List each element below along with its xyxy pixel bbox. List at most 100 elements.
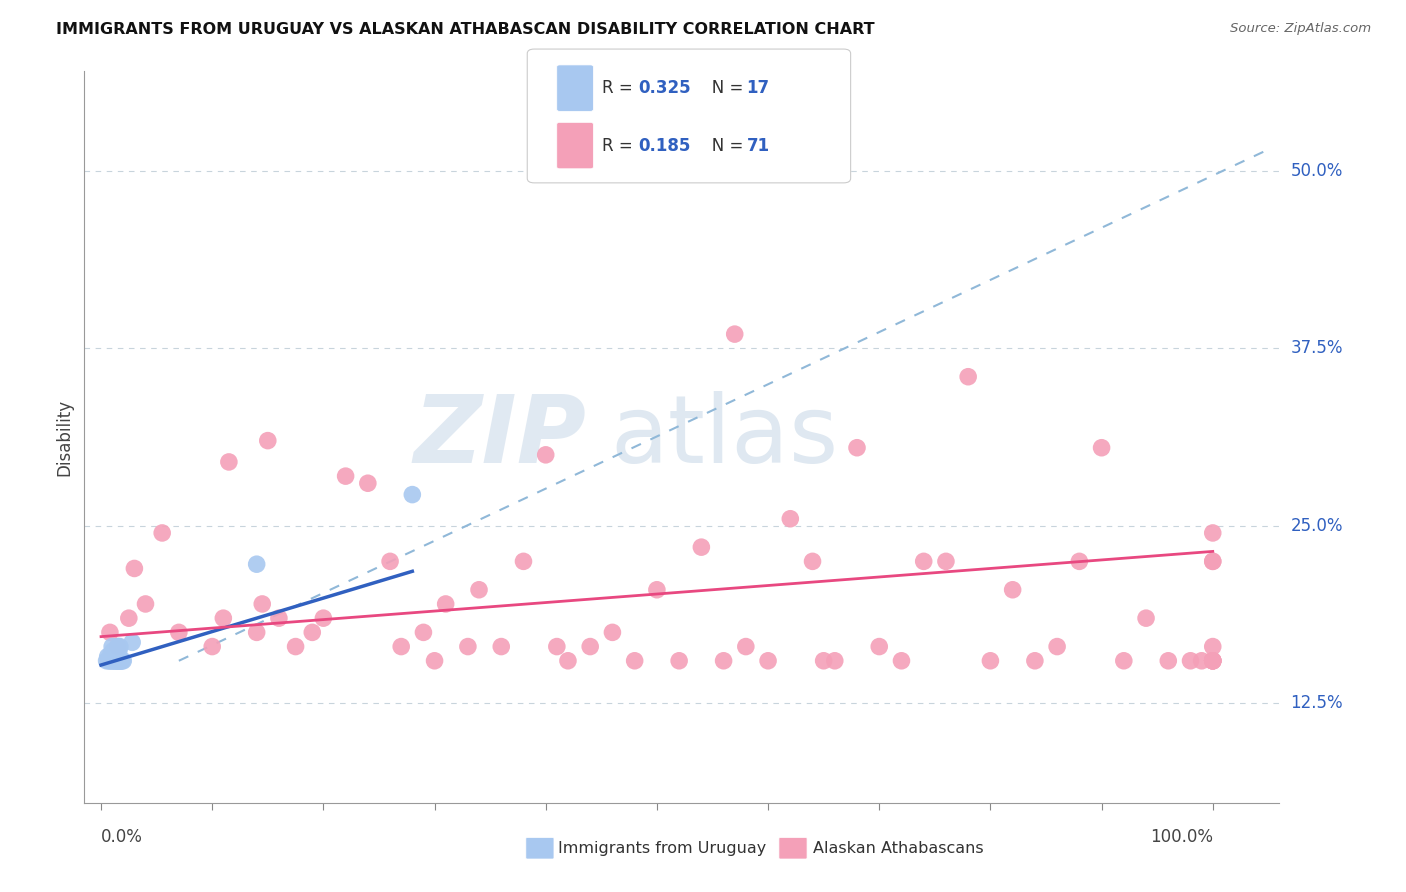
Point [108,654,131,668]
Point [534,448,557,462]
Point [1112,654,1135,668]
Point [512,554,534,568]
Point [98,625,121,640]
Text: Source: ZipAtlas.com: Source: ZipAtlas.com [1230,22,1371,36]
Point [979,654,1001,668]
Point [107,654,129,668]
Point [434,597,457,611]
Text: N =: N = [696,79,748,97]
Point [111,654,134,668]
Text: atlas: atlas [610,391,838,483]
Text: Immigrants from Uruguay: Immigrants from Uruguay [558,841,766,855]
Point [267,611,290,625]
Point [813,654,835,668]
Point [1069,554,1091,568]
Point [101,640,124,654]
Point [1202,554,1225,568]
Y-axis label: Disability: Disability [55,399,73,475]
Point [1157,654,1180,668]
Point [868,640,890,654]
Text: 0.325: 0.325 [638,79,690,97]
Text: 37.5%: 37.5% [1291,339,1343,358]
Point [101,654,124,668]
Point [602,625,624,640]
Point [412,625,434,640]
Point [134,597,156,611]
Text: N =: N = [696,136,748,154]
Point [1202,525,1225,540]
Point [246,625,269,640]
Point [212,611,235,625]
Point [1046,640,1069,654]
Point [1191,654,1213,668]
Point [645,582,668,597]
Point [1001,582,1024,597]
Text: IMMIGRANTS FROM URUGUAY VS ALASKAN ATHABASCAN DISABILITY CORRELATION CHART: IMMIGRANTS FROM URUGUAY VS ALASKAN ATHAB… [56,22,875,37]
Point [107,654,129,668]
Point [110,654,132,668]
Point [401,487,423,501]
Point [335,469,357,483]
Point [103,649,125,664]
Point [623,654,645,668]
Text: R =: R = [602,136,638,154]
Point [108,640,131,654]
Point [256,434,278,448]
Point [124,561,146,575]
Text: 0.185: 0.185 [638,136,690,154]
Point [150,525,173,540]
Text: 100.0%: 100.0% [1150,829,1213,847]
Point [690,540,713,554]
Point [97,649,120,664]
Point [100,647,122,661]
Point [103,654,125,668]
Point [96,654,118,668]
Point [1202,640,1225,654]
Text: 25.0%: 25.0% [1291,516,1343,535]
Point [301,625,323,640]
Point [107,640,129,654]
Point [890,654,912,668]
Point [546,640,568,654]
Point [201,640,224,654]
Point [1202,654,1225,668]
Point [389,640,412,654]
Point [935,554,957,568]
Point [252,597,274,611]
Point [912,554,935,568]
Point [112,654,135,668]
Point [107,640,129,654]
Point [378,554,401,568]
Point [846,441,869,455]
Point [491,640,513,654]
Point [103,644,125,658]
Point [457,640,479,654]
Point [108,644,131,658]
Point [118,611,141,625]
Point [423,654,446,668]
Point [724,327,747,342]
Point [104,654,127,668]
Point [557,654,579,668]
Point [103,654,125,668]
Point [1090,441,1112,455]
Point [98,654,121,668]
Point [824,654,846,668]
Point [468,582,491,597]
Point [218,455,240,469]
Point [756,654,779,668]
Point [1202,654,1225,668]
Point [105,654,128,668]
Point [284,640,307,654]
Point [1180,654,1202,668]
Text: ZIP: ZIP [413,391,586,483]
Text: Alaskan Athabascans: Alaskan Athabascans [813,841,983,855]
Point [801,554,824,568]
Point [105,647,128,661]
Point [357,476,380,491]
Text: 50.0%: 50.0% [1291,161,1343,180]
Point [957,369,980,384]
Point [312,611,335,625]
Text: 12.5%: 12.5% [1291,694,1343,713]
Text: 71: 71 [747,136,769,154]
